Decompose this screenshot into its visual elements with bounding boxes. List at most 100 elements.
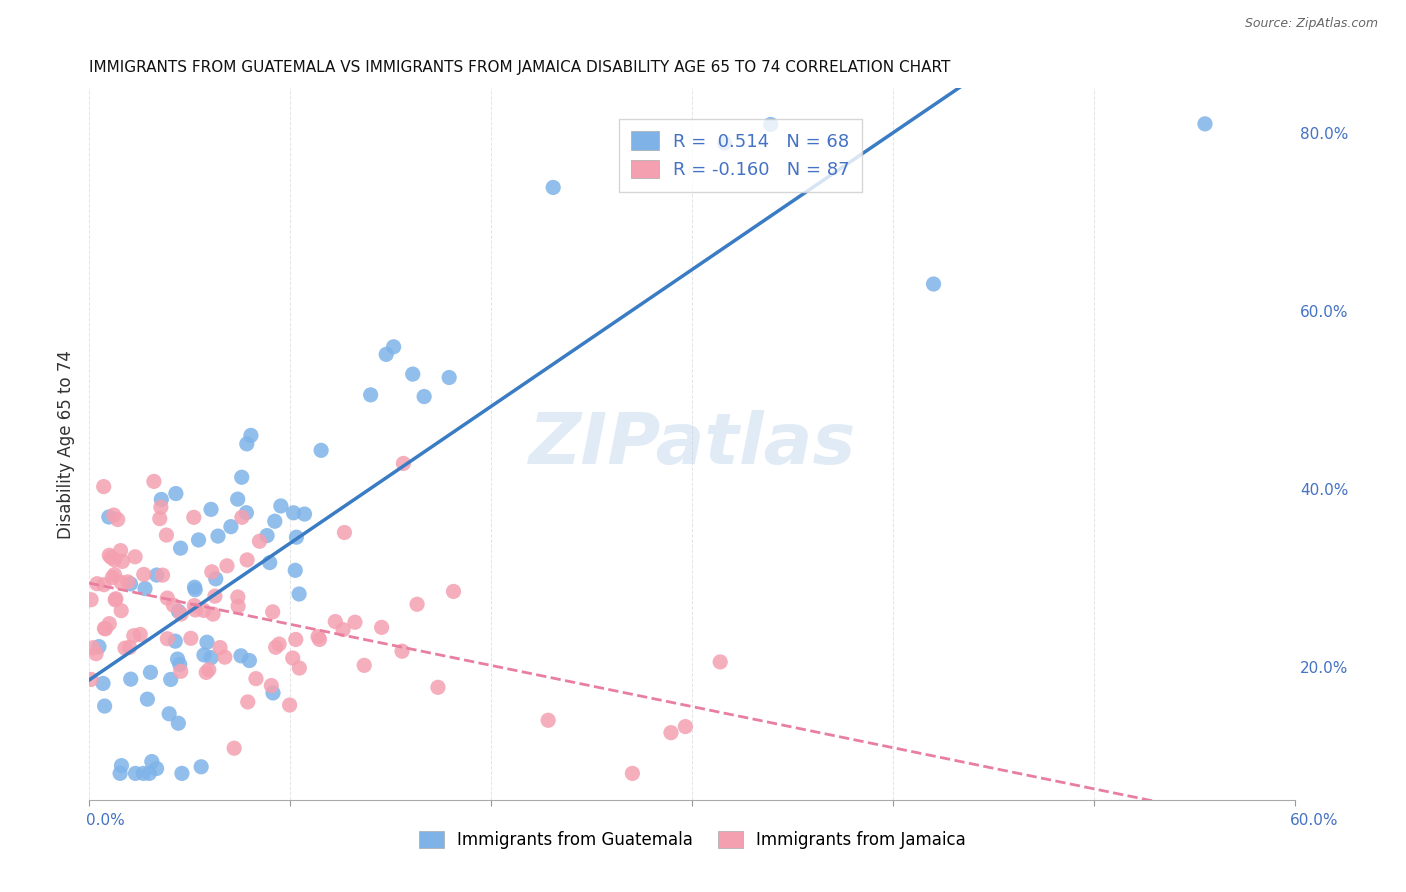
Point <box>165 634 187 648</box>
Point <box>201 565 224 579</box>
Point <box>288 587 311 601</box>
Point <box>103 567 125 582</box>
Point <box>103 508 125 522</box>
Point <box>120 672 142 686</box>
Point <box>157 706 180 721</box>
Point <box>149 500 172 515</box>
Point <box>150 492 173 507</box>
Point <box>195 635 218 649</box>
Point <box>284 563 307 577</box>
Point <box>215 558 238 573</box>
Point <box>149 511 172 525</box>
Point <box>426 681 449 695</box>
Point <box>375 347 398 361</box>
Point <box>169 541 191 556</box>
Point <box>370 620 392 634</box>
Point <box>208 640 231 655</box>
Point <box>138 766 160 780</box>
Point <box>184 603 207 617</box>
Point <box>249 534 271 549</box>
Point <box>239 428 262 442</box>
Point <box>759 118 782 132</box>
Point <box>110 543 132 558</box>
Point <box>278 698 301 712</box>
Point <box>97 510 120 524</box>
Point <box>392 457 415 471</box>
Point <box>155 528 177 542</box>
Point <box>117 574 139 589</box>
Point <box>93 480 115 494</box>
Point <box>323 615 346 629</box>
Point <box>360 388 382 402</box>
Point <box>226 599 249 614</box>
Point <box>91 676 114 690</box>
Point <box>621 766 644 780</box>
Point <box>183 580 205 594</box>
Point <box>219 519 242 533</box>
Point <box>260 679 283 693</box>
Point <box>184 582 207 597</box>
Point <box>236 553 259 567</box>
Point <box>236 695 259 709</box>
Point <box>204 589 226 603</box>
Point <box>238 654 260 668</box>
Point <box>270 499 292 513</box>
Point <box>145 568 167 582</box>
Point <box>110 604 132 618</box>
Point <box>152 568 174 582</box>
Point <box>207 529 229 543</box>
Legend: R =  0.514   N = 68, R = -0.160   N = 87: R = 0.514 N = 68, R = -0.160 N = 87 <box>619 119 862 192</box>
Point <box>93 699 115 714</box>
Point <box>229 648 252 663</box>
Point <box>170 607 193 621</box>
Point <box>142 475 165 489</box>
Point <box>262 686 284 700</box>
Point <box>294 507 316 521</box>
Point <box>709 655 731 669</box>
Point <box>309 443 332 458</box>
Point <box>139 665 162 680</box>
Point <box>226 492 249 507</box>
Point <box>110 758 132 772</box>
Text: 0.0%: 0.0% <box>86 814 125 828</box>
Point <box>193 603 215 617</box>
Point <box>195 665 218 680</box>
Point <box>285 530 308 544</box>
Point <box>183 599 205 613</box>
Point <box>80 673 103 687</box>
Point <box>231 470 253 484</box>
Point <box>190 760 212 774</box>
Point <box>187 533 209 547</box>
Text: ZIPatlas: ZIPatlas <box>529 409 856 479</box>
Point <box>180 632 202 646</box>
Point <box>284 632 307 647</box>
Point <box>162 599 184 613</box>
Point <box>170 766 193 780</box>
Point <box>159 673 181 687</box>
Point <box>87 640 110 654</box>
Point <box>122 629 145 643</box>
Point <box>169 657 191 672</box>
Point <box>183 510 205 524</box>
Point <box>141 755 163 769</box>
Point <box>134 582 156 596</box>
Point <box>101 570 124 584</box>
Point <box>713 136 735 150</box>
Point <box>104 591 127 606</box>
Point <box>332 623 354 637</box>
Point <box>245 672 267 686</box>
Point <box>132 567 155 582</box>
Point <box>100 550 122 565</box>
Point <box>114 641 136 656</box>
Point <box>202 607 225 621</box>
Point <box>124 549 146 564</box>
Point <box>156 591 179 606</box>
Point <box>308 632 330 647</box>
Point <box>165 486 187 500</box>
Point <box>86 576 108 591</box>
Point <box>204 572 226 586</box>
Point <box>541 180 564 194</box>
Point <box>288 661 311 675</box>
Point <box>82 640 104 655</box>
Point <box>673 720 696 734</box>
